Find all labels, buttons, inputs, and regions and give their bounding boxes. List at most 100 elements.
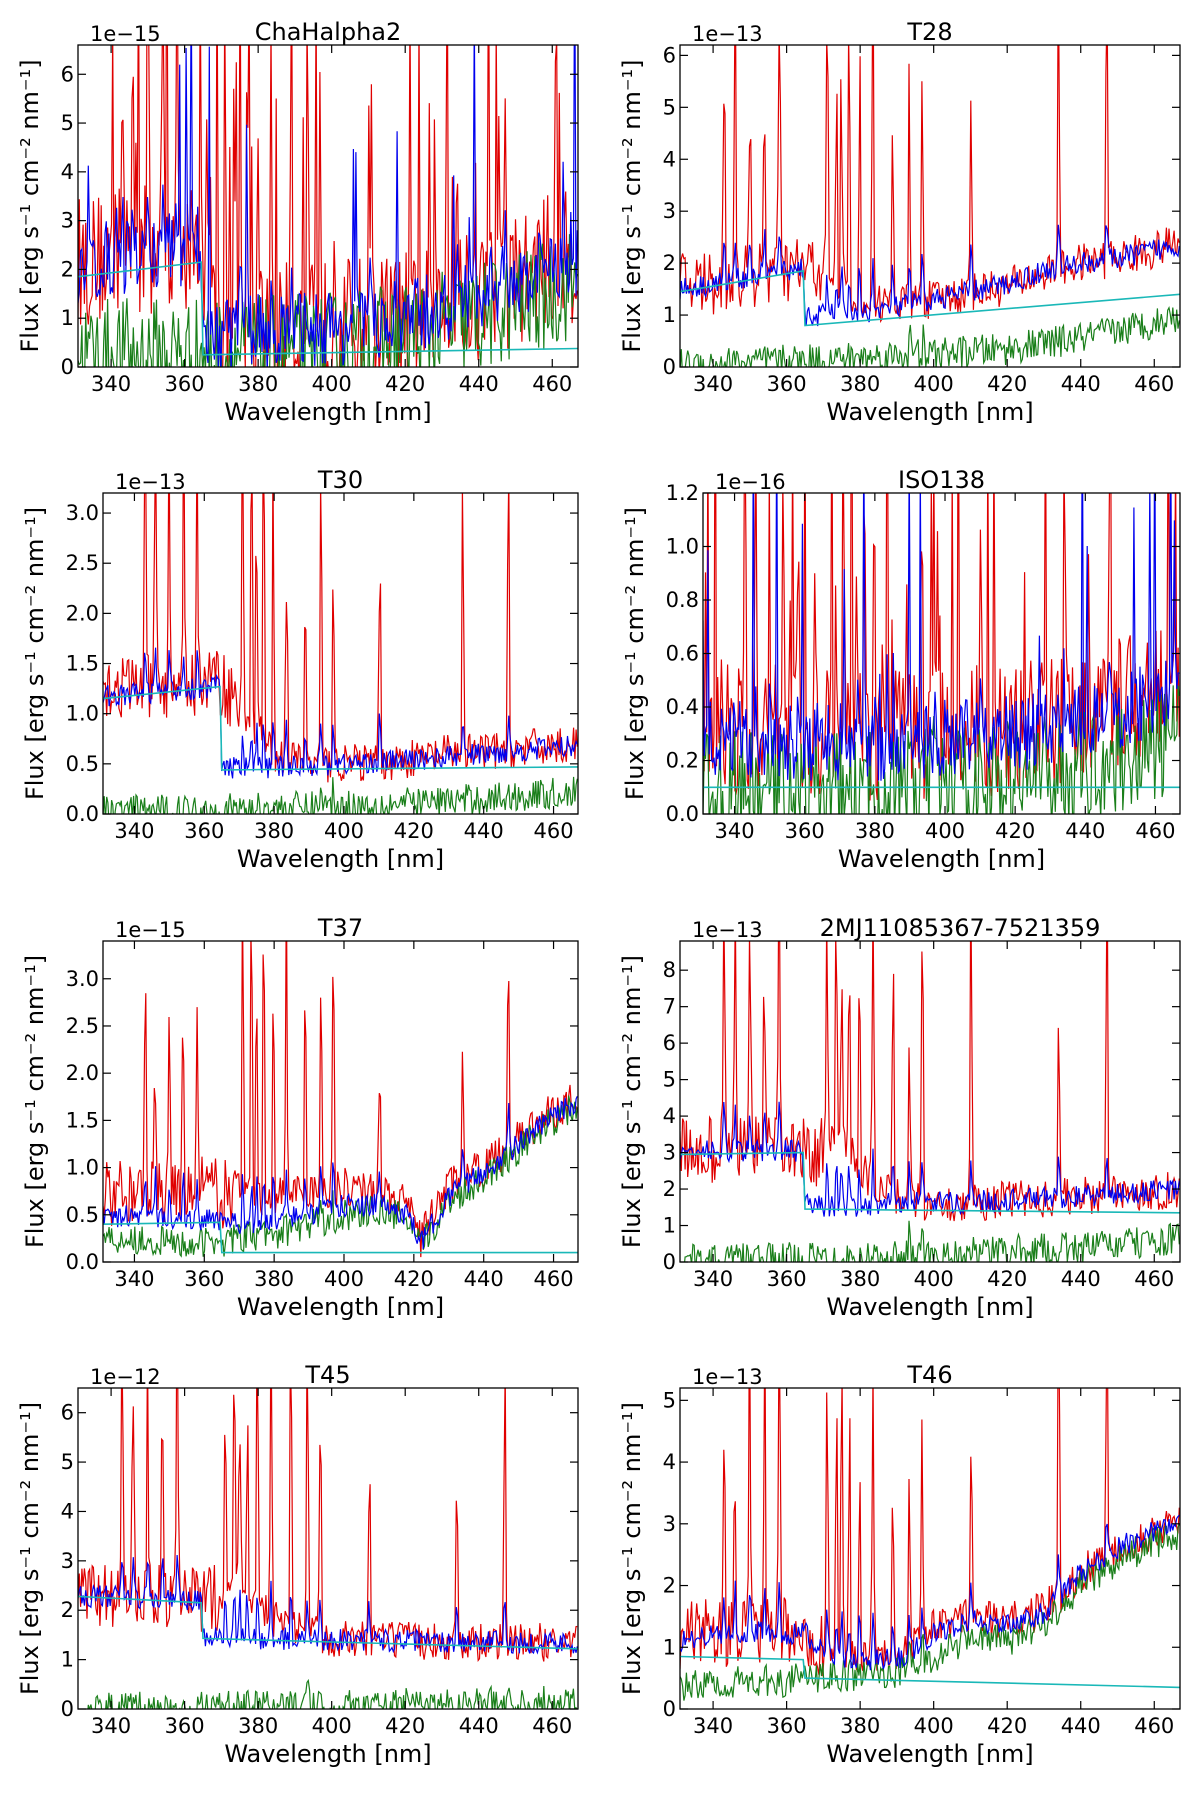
series-photosphere: [103, 776, 578, 814]
y-tick-label: 7: [663, 995, 676, 1019]
y-tick-label: 2.5: [66, 551, 99, 575]
plot-area: [103, 941, 578, 1258]
x-tick-label: 360: [165, 372, 205, 396]
x-tick-label: 360: [165, 1714, 205, 1738]
x-tick-label: 380: [840, 1714, 880, 1738]
offset-text: 1e−15: [115, 918, 186, 942]
y-tick-label: 5: [663, 1068, 676, 1092]
panel-title: T28: [906, 18, 952, 46]
y-tick-label: 3: [61, 1549, 74, 1573]
y-tick-label: 6: [663, 1031, 676, 1055]
y-tick-label: 0.6: [666, 642, 699, 666]
y-tick-label: 3: [61, 209, 74, 233]
x-axis-label: Wavelength [nm]: [237, 1293, 444, 1321]
x-axis-label: Wavelength [nm]: [224, 398, 431, 426]
x-tick-label: 400: [312, 1714, 352, 1738]
x-tick-label: 360: [184, 1267, 224, 1291]
series-slab: [78, 1595, 578, 1650]
y-tick-label: 3.0: [66, 967, 99, 991]
y-axis-label: Flux [erg s⁻¹ cm⁻² nm⁻¹]: [618, 59, 646, 352]
y-tick-label: 2.0: [66, 1061, 99, 1085]
x-tick-label: 340: [693, 1267, 733, 1291]
x-axis-label: Wavelength [nm]: [838, 845, 1045, 873]
axes-frame: [102, 492, 579, 815]
plot-area: [78, 45, 578, 367]
plot-area: [103, 493, 578, 814]
y-axis-label: Flux [erg s⁻¹ cm⁻² nm⁻¹]: [21, 507, 49, 800]
x-tick-label: 360: [184, 819, 224, 843]
y-tick-label: 3: [663, 1141, 676, 1165]
series-model: [680, 1514, 1180, 1671]
y-tick-label: 3.0: [66, 501, 99, 525]
panel-title: T30: [317, 466, 363, 494]
x-tick-label: 400: [925, 819, 965, 843]
series-slab: [680, 1655, 1180, 1689]
y-axis-label: Flux [erg s⁻¹ cm⁻² nm⁻¹]: [618, 955, 646, 1248]
y-tick-label: 6: [61, 62, 74, 86]
x-tick-label: 440: [1061, 372, 1101, 396]
y-tick-label: 4: [663, 147, 676, 171]
offset-text: 1e−13: [692, 918, 763, 942]
y-tick-label: 0: [61, 1697, 74, 1721]
series-slab: [78, 261, 578, 356]
x-tick-label: 360: [767, 1714, 807, 1738]
axes-frame: [77, 1387, 579, 1710]
y-tick-label: 0.0: [666, 802, 699, 826]
series-photosphere: [680, 306, 1180, 367]
y-tick-label: 1.5: [66, 652, 99, 676]
y-tick-label: 0.5: [66, 752, 99, 776]
series-photosphere: [78, 234, 578, 367]
x-tick-label: 340: [91, 1714, 131, 1738]
x-tick-label: 420: [385, 1714, 425, 1738]
panel-title: T37: [317, 914, 363, 942]
y-tick-label: 0.8: [666, 588, 699, 612]
y-tick-label: 1.2: [666, 481, 699, 505]
panel-c: 340 360 380 400 420 440 460 0.0 0.5 1.0 1.5 2.0 2.5 3…: [21, 466, 579, 873]
y-axis-label: Flux [erg s⁻¹ cm⁻² nm⁻¹]: [16, 59, 44, 352]
x-tick-label: 400: [914, 1267, 954, 1291]
x-tick-label: 420: [385, 372, 425, 396]
y-tick-label: 0.0: [66, 802, 99, 826]
y-tick-label: 1: [663, 1214, 676, 1238]
x-tick-label: 380: [840, 372, 880, 396]
y-tick-label: 6: [663, 43, 676, 67]
x-tick-label: 460: [1135, 819, 1175, 843]
panel-title: 2MJ11085367-7521359: [820, 914, 1101, 942]
x-tick-label: 380: [238, 1714, 278, 1738]
x-tick-label: 340: [114, 1267, 154, 1291]
y-tick-label: 2.0: [66, 601, 99, 625]
x-tick-label: 340: [715, 819, 755, 843]
y-tick-label: 0.4: [666, 695, 699, 719]
y-tick-label: 0: [663, 355, 676, 379]
y-tick-label: 4: [663, 1450, 676, 1474]
x-tick-label: 440: [1061, 1714, 1101, 1738]
series-observed: [680, 45, 1180, 324]
x-tick-label: 400: [324, 1267, 364, 1291]
x-tick-label: 360: [767, 372, 807, 396]
y-tick-label: 5: [61, 1450, 74, 1474]
panel-a: 340 360 380 400 420 440 460 0 1 2 3 4 5 6 1e−15 ChaHalp…: [16, 18, 579, 426]
y-tick-label: 2: [663, 251, 676, 275]
series-model: [680, 1101, 1180, 1217]
panel-h: 340 360 380 400 420 440 460 0 1 2 3 4 5 1e−13 T46 Wavel…: [618, 1361, 1181, 1768]
offset-text: 1e−13: [115, 470, 186, 494]
x-tick-label: 400: [312, 372, 352, 396]
y-tick-label: 4: [61, 160, 74, 184]
plot-area: [680, 45, 1180, 367]
x-tick-label: 440: [464, 1267, 504, 1291]
offset-text: 1e−12: [90, 1365, 161, 1389]
series-slab: [103, 685, 578, 771]
y-tick-label: 1.5: [66, 1108, 99, 1132]
panel-g: 340 360 380 400 420 440 460 0 1 2 3 4 5 6 1e−12 T45 Wave…: [16, 1361, 579, 1768]
x-tick-label: 420: [995, 819, 1035, 843]
y-tick-label: 4: [663, 1104, 676, 1128]
y-tick-label: 1: [663, 1635, 676, 1659]
y-tick-label: 4: [61, 1499, 74, 1523]
series-observed: [103, 493, 578, 783]
series-observed: [78, 45, 578, 367]
y-tick-label: 3: [663, 1512, 676, 1536]
axes-frame: [679, 1387, 1181, 1710]
y-tick-label: 0.5: [66, 1203, 99, 1227]
x-tick-label: 460: [1134, 1267, 1174, 1291]
x-tick-label: 360: [785, 819, 825, 843]
